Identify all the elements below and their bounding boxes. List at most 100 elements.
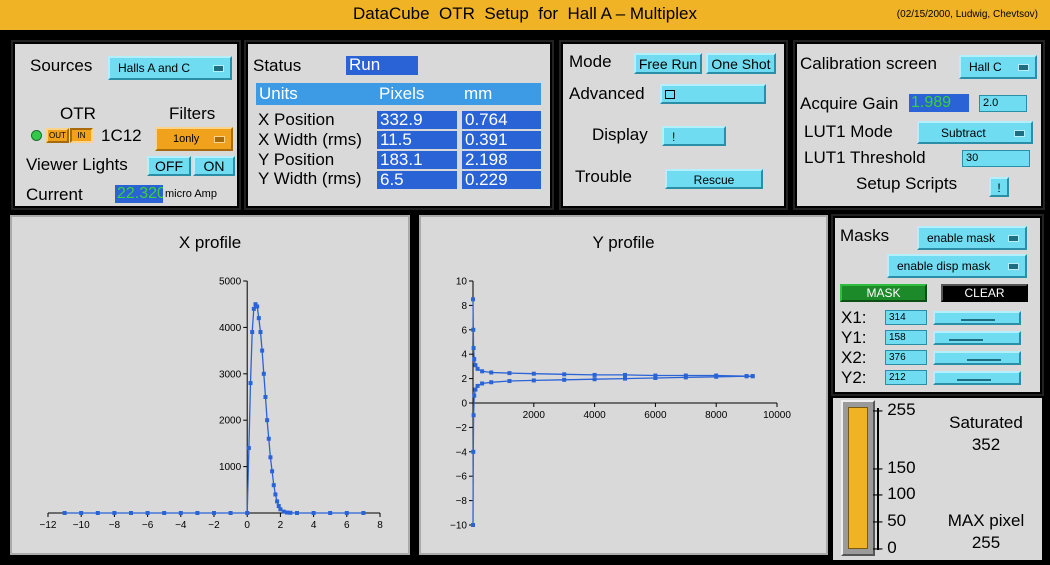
data-point	[276, 504, 281, 509]
calibration-screen-menu[interactable]: Hall C	[959, 55, 1037, 79]
mask-field-input[interactable]: 158	[885, 330, 927, 345]
mask-field-slider[interactable]	[933, 311, 1021, 325]
series-line-0	[472, 299, 753, 377]
otr-out-button[interactable]: OUT	[46, 128, 69, 143]
data-point	[714, 374, 719, 379]
setup-scripts-label: Setup Scripts	[856, 174, 958, 193]
data-point	[562, 372, 567, 377]
filters-menu[interactable]: 1only	[155, 127, 233, 151]
saturated-value: 352	[971, 435, 1001, 454]
x-tick-label: 8	[377, 520, 383, 531]
clear-button[interactable]: CLEAR	[941, 284, 1028, 302]
enable-mask-menu[interactable]: enable mask	[917, 226, 1027, 250]
max-pixel-label: MAX pixel	[947, 511, 1025, 530]
lut1-threshold-input[interactable]: 30	[962, 150, 1030, 167]
x-tick-label: −10	[73, 520, 90, 531]
acquire-gain-input[interactable]: 2.0	[979, 95, 1027, 112]
status-led-icon	[31, 130, 42, 141]
data-point	[62, 511, 67, 515]
data-point	[471, 523, 475, 527]
menu-indicator-icon	[1014, 130, 1025, 137]
otr-in-button[interactable]: IN	[70, 128, 93, 143]
slider-knob[interactable]	[957, 375, 991, 381]
col-pixels: Pixels	[379, 84, 425, 103]
lights-on-button[interactable]: ON	[193, 156, 235, 176]
menu-indicator-icon	[213, 65, 224, 72]
enable-disp-mask-menu[interactable]: enable disp mask	[887, 254, 1027, 278]
y-tick-label: −2	[456, 423, 468, 434]
x-tick-label: 6000	[644, 410, 667, 421]
status-value: Run	[346, 56, 418, 75]
free-run-button[interactable]: Free Run	[634, 53, 702, 74]
intensity-meter	[841, 400, 875, 556]
y-tick-label: 3000	[219, 369, 242, 380]
meter-tick: – 50	[873, 511, 907, 530]
status-label: Status	[253, 56, 302, 75]
data-point	[471, 413, 476, 418]
x-tick-label: −2	[208, 520, 220, 531]
data-point	[275, 499, 280, 504]
data-point	[246, 446, 251, 451]
lut1-threshold-label: LUT1 Threshold	[804, 148, 926, 167]
setup-scripts-button[interactable]: !	[989, 177, 1009, 197]
lut1-mode-menu[interactable]: Subtract	[917, 121, 1033, 144]
x-tick-label: 4	[311, 520, 317, 531]
menu-indicator-icon	[1018, 64, 1029, 71]
rescue-button[interactable]: Rescue	[665, 169, 763, 189]
advanced-button[interactable]	[660, 84, 766, 104]
data-point	[475, 366, 480, 371]
sources-menu[interactable]: Halls A and C	[108, 56, 232, 80]
series-line-0	[64, 302, 364, 514]
data-point	[480, 369, 485, 374]
lights-off-button[interactable]: OFF	[147, 156, 191, 176]
slider-knob[interactable]	[961, 315, 995, 321]
data-point	[255, 304, 260, 309]
slider-knob[interactable]	[967, 355, 1001, 361]
x-tick-label: −12	[40, 520, 57, 531]
mode-label: Mode	[569, 52, 612, 71]
y-tick-label: 4000	[219, 323, 242, 334]
one-shot-button[interactable]: One Shot	[706, 53, 776, 74]
data-point	[623, 372, 627, 377]
data-point	[471, 449, 476, 454]
lut1-mode-selected: Subtract	[941, 126, 986, 140]
data-point	[623, 376, 627, 381]
trouble-label: Trouble	[575, 167, 633, 186]
mask-field-label: X2:	[841, 348, 867, 367]
y-tick-label: 2000	[219, 416, 242, 427]
mask-field-slider[interactable]	[933, 371, 1021, 385]
acquire-gain-label: Acquire Gain	[800, 94, 899, 113]
display-button[interactable]: !	[662, 126, 726, 146]
data-point	[263, 395, 268, 399]
data-point	[489, 380, 494, 385]
menu-indicator-icon	[1008, 263, 1019, 270]
window-title: DataCube OTR Setup for Hall A – Multiple…	[353, 4, 697, 23]
slider-knob[interactable]	[949, 335, 983, 341]
data-point	[507, 379, 512, 384]
mask-field-input[interactable]: 376	[885, 350, 927, 365]
data-point	[195, 511, 200, 515]
y-tick-label: 4	[461, 350, 467, 361]
filters-label: Filters	[169, 104, 216, 123]
x-tick-label: 4000	[583, 410, 606, 421]
y-profile-title: Y profile	[592, 233, 655, 252]
data-point	[592, 377, 597, 382]
mask-field-slider[interactable]	[933, 331, 1021, 345]
mask-field-slider[interactable]	[933, 351, 1021, 365]
mask-field-input[interactable]: 212	[885, 370, 927, 385]
data-point	[273, 492, 278, 497]
data-point	[285, 510, 290, 515]
otr-code: 1C12	[101, 126, 142, 145]
title-bar	[0, 0, 1050, 30]
sources-selected: Halls A and C	[118, 61, 191, 75]
mask-button[interactable]: MASK	[840, 284, 927, 302]
data-point	[311, 511, 316, 515]
meter-tick: – 150	[873, 458, 916, 477]
status-table-header: Units Pixels mm	[256, 83, 541, 105]
meter-tick: – 0	[873, 538, 897, 557]
mask-field-input[interactable]: 314	[885, 310, 927, 325]
data-point	[250, 330, 255, 335]
data-point	[562, 377, 567, 382]
row-name: Y Width (rms)	[258, 169, 362, 188]
data-point	[295, 511, 299, 515]
